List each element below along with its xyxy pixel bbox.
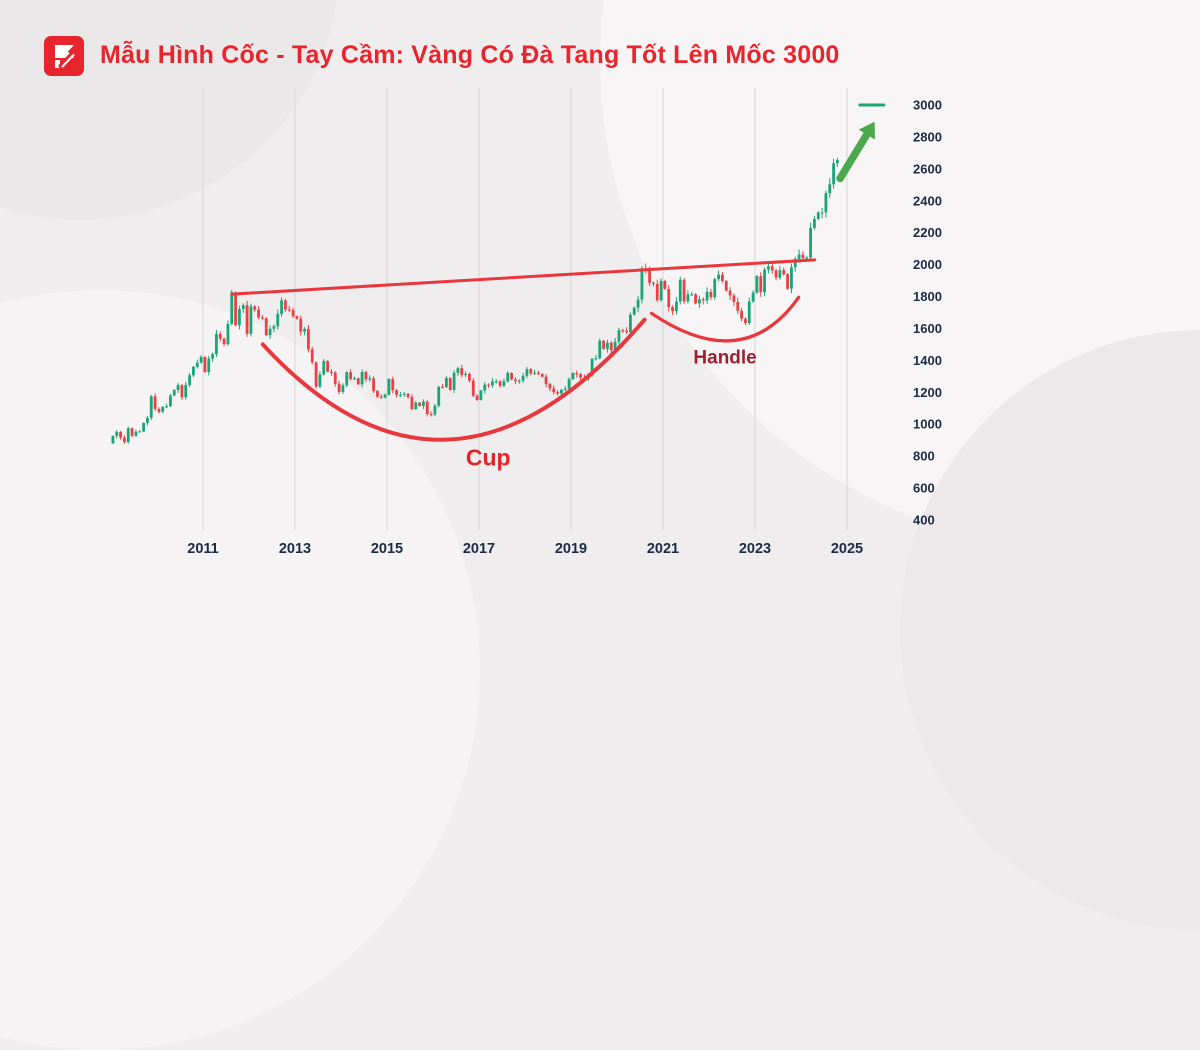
y-axis-label: 400 xyxy=(913,513,935,528)
y-axis-label: 2400 xyxy=(913,193,942,208)
y-axis-label: 2800 xyxy=(913,129,942,144)
header: Mẫu Hình Cốc - Tay Cầm: Vàng Có Đà Tang … xyxy=(44,36,840,76)
y-axis-label: 1600 xyxy=(913,321,942,336)
x-axis-label: 2011 xyxy=(187,541,218,557)
y-axis-label: 3000 xyxy=(913,98,942,113)
handle-arc xyxy=(649,295,801,343)
cup-label: Cup xyxy=(466,445,511,471)
y-axis-label: 1400 xyxy=(913,353,942,368)
x-axis-label: 2021 xyxy=(647,541,679,557)
x-axis-label: 2025 xyxy=(831,541,863,557)
x-axis-label: 2013 xyxy=(279,541,311,557)
candles xyxy=(111,157,839,444)
y-axis-label: 600 xyxy=(913,481,935,496)
page-title: Mẫu Hình Cốc - Tay Cầm: Vàng Có Đà Tang … xyxy=(100,41,840,70)
y-axis-label: 1200 xyxy=(913,385,942,400)
y-axis-label: 2200 xyxy=(913,225,942,240)
breakout-arrow xyxy=(836,130,871,183)
y-axis-label: 2000 xyxy=(913,257,942,272)
x-axis-label: 2023 xyxy=(739,541,771,557)
y-axis-label: 1000 xyxy=(913,417,942,432)
handle-label: Handle xyxy=(693,348,756,369)
x-axis-label: 2017 xyxy=(463,541,495,557)
x-axis-label: 2019 xyxy=(555,541,587,557)
x-axis-label: 2015 xyxy=(371,541,403,557)
pattern-annotations: Cup Handle xyxy=(230,103,886,471)
gold-candlestick-chart: Cup Handle 2011 2013 2015 2017 2019 2021 2023 20… xyxy=(111,88,942,557)
y-axis-label: 1800 xyxy=(913,289,942,304)
y-axis-label: 2600 xyxy=(913,161,942,176)
brand-logo-icon xyxy=(44,36,84,76)
y-axis-label: 800 xyxy=(913,449,935,464)
